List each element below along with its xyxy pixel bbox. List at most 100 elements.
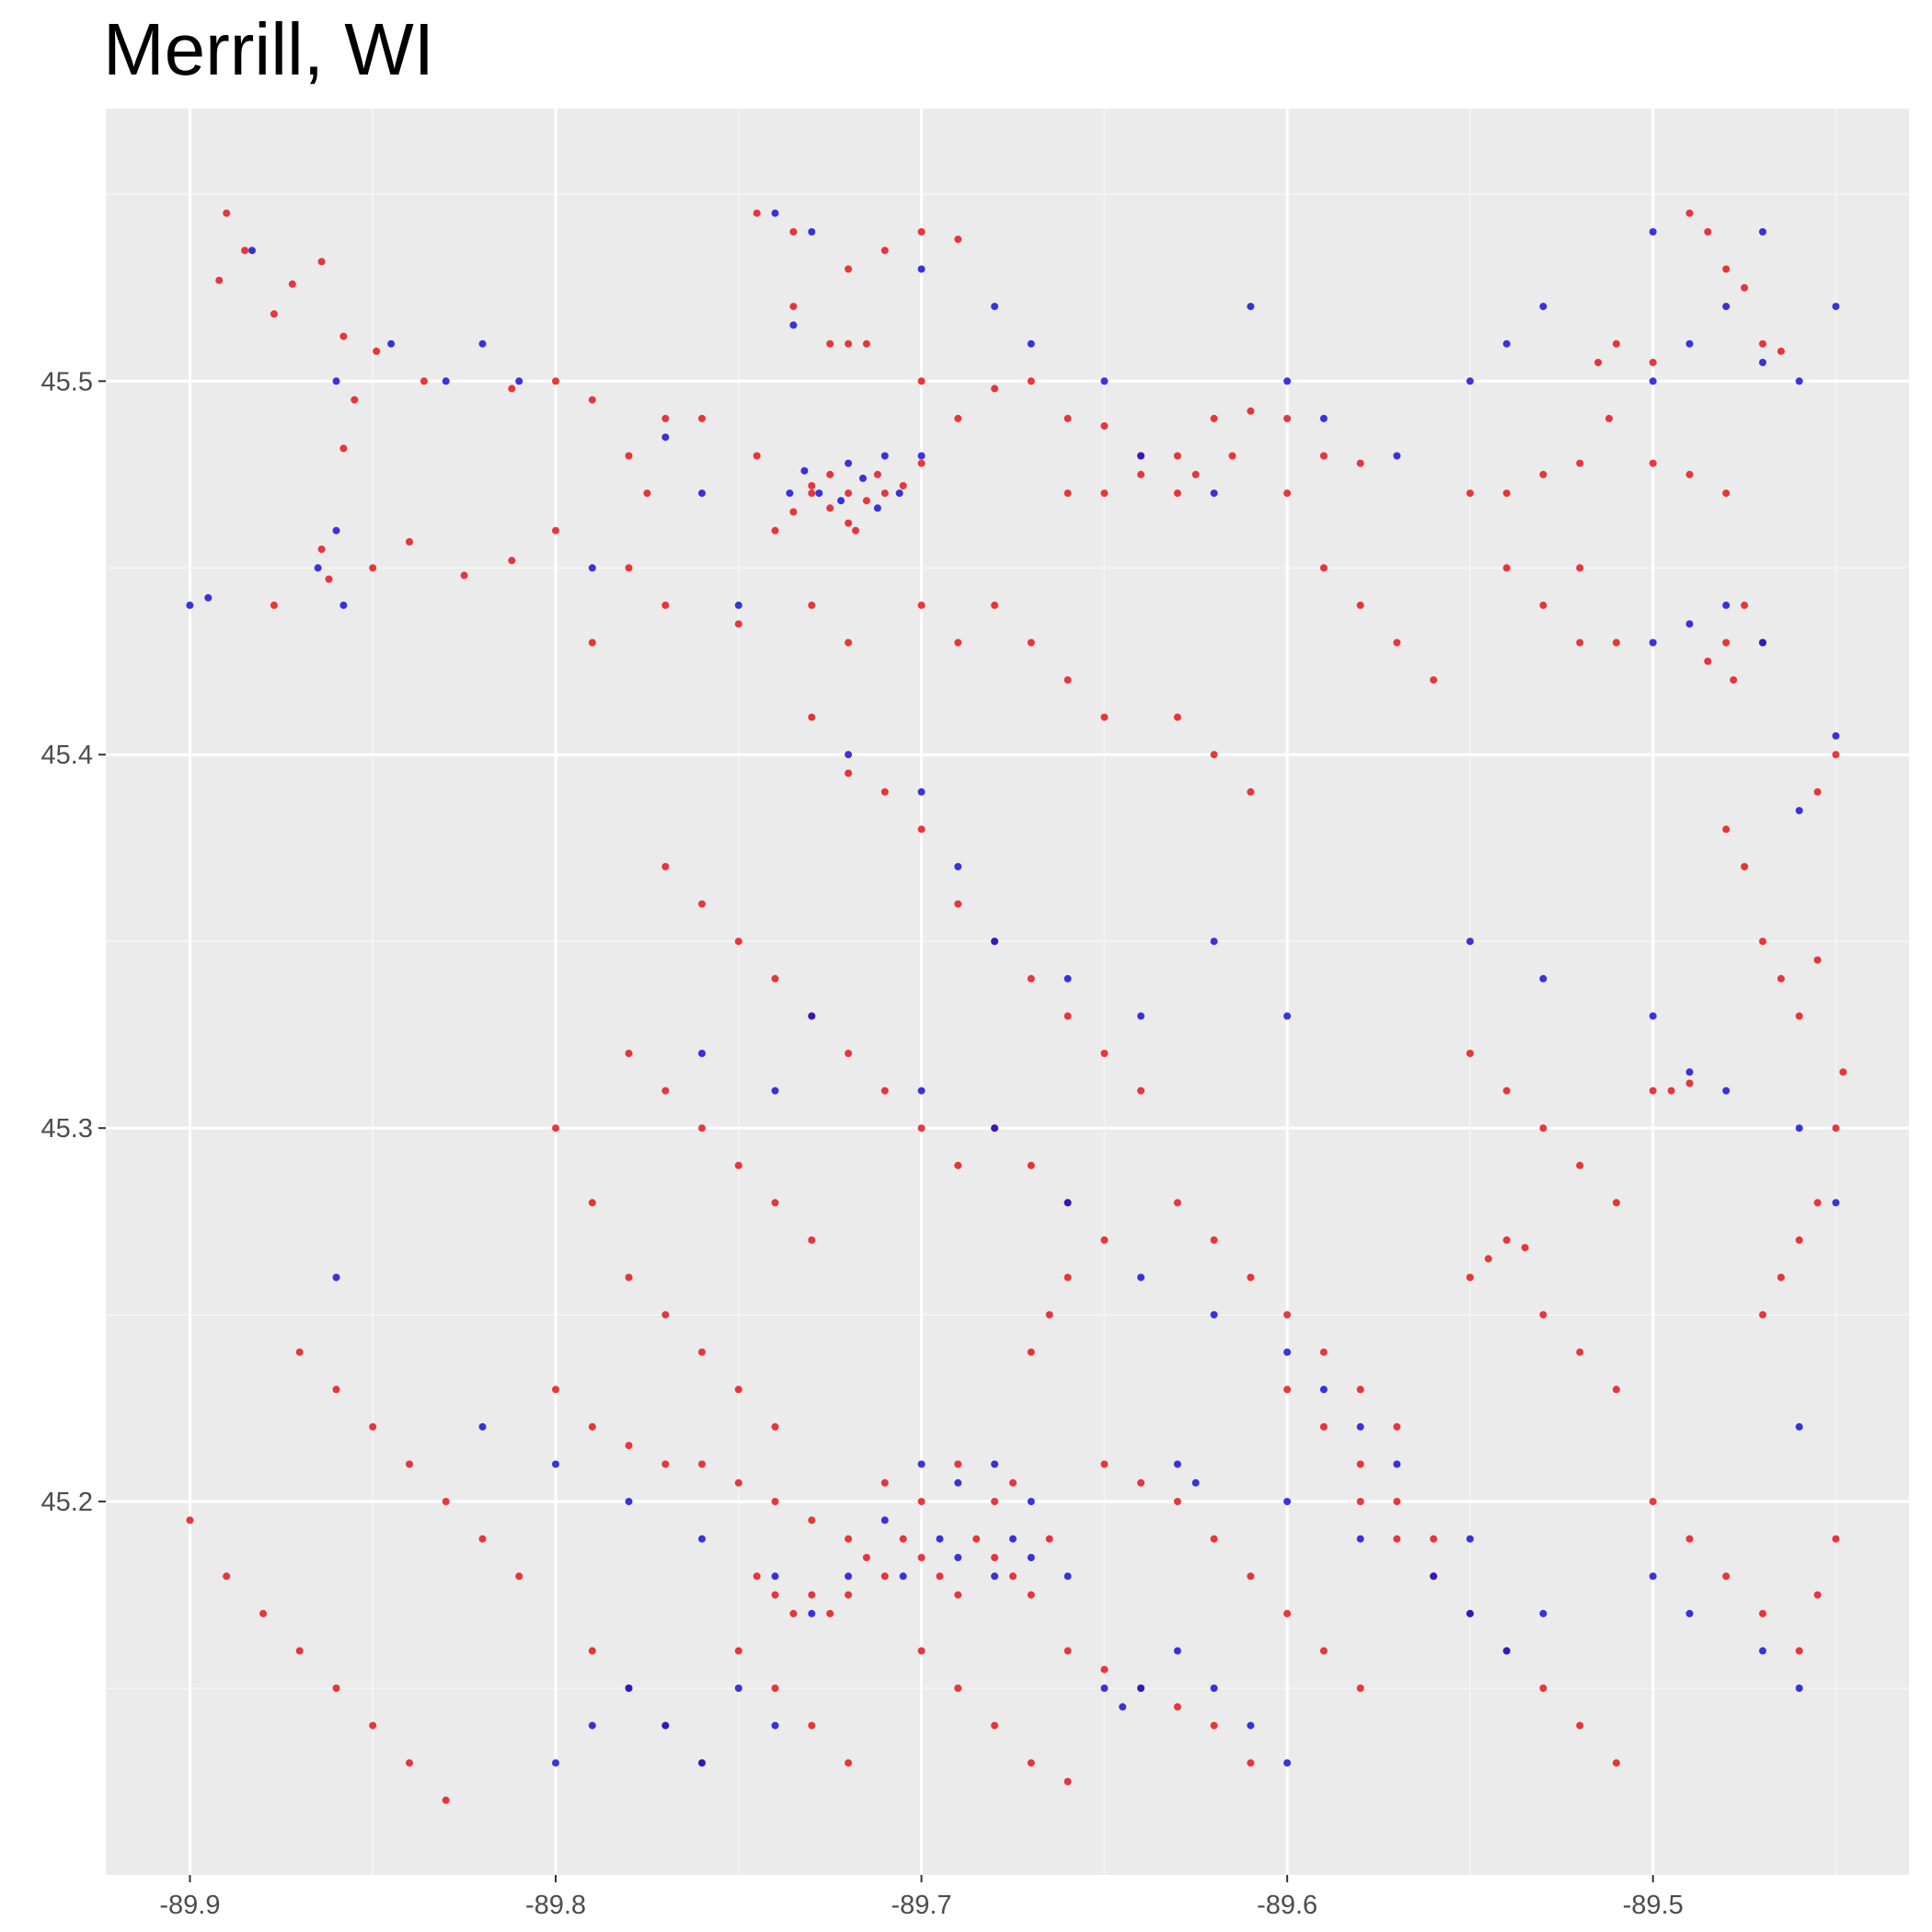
red-point: [588, 638, 596, 647]
red-point: [789, 508, 798, 516]
red-point: [954, 1685, 962, 1692]
red-point: [1539, 601, 1547, 609]
red-point: [698, 1124, 706, 1133]
blue-point: [1319, 1386, 1328, 1394]
red-point: [508, 385, 516, 393]
blue-point: [1795, 1124, 1803, 1133]
red-point: [954, 638, 962, 647]
red-point: [406, 1759, 413, 1767]
red-point: [1539, 470, 1547, 478]
red-point: [1045, 1311, 1053, 1319]
blue-point: [1283, 1498, 1292, 1506]
red-point: [1356, 1498, 1364, 1506]
red-point: [332, 1685, 340, 1692]
red-point: [1612, 1759, 1620, 1767]
red-point: [1247, 407, 1255, 415]
red-point: [1430, 1535, 1438, 1543]
red-point: [734, 937, 742, 946]
red-point: [625, 452, 633, 460]
red-point: [808, 1516, 816, 1524]
red-point: [899, 482, 907, 489]
red-point: [270, 601, 278, 609]
red-point: [698, 1460, 706, 1468]
red-point: [1100, 489, 1109, 498]
blue-point: [954, 1554, 962, 1561]
red-point: [1027, 1591, 1035, 1599]
red-point: [241, 247, 249, 255]
red-point: [1356, 459, 1364, 467]
blue-point: [734, 601, 742, 609]
red-point: [808, 713, 816, 721]
blue-point: [1795, 1422, 1803, 1431]
red-point: [917, 601, 926, 609]
red-point: [1283, 1386, 1292, 1394]
red-point: [1759, 339, 1766, 348]
data-points: [186, 209, 1847, 1804]
red-point: [1100, 422, 1109, 430]
red-point: [1210, 1236, 1218, 1244]
blue-point: [1649, 228, 1657, 236]
red-point: [954, 1591, 962, 1599]
red-point: [1521, 1244, 1529, 1252]
red-point: [1173, 1498, 1181, 1506]
blue-point: [771, 1721, 779, 1730]
red-point: [588, 1647, 596, 1655]
blue-point: [1795, 807, 1803, 815]
blue-point: [1649, 1572, 1657, 1581]
blue-point: [771, 1572, 779, 1581]
blue-point: [1795, 377, 1803, 385]
blue-point: [1064, 974, 1072, 983]
red-point: [954, 236, 962, 244]
blue-point: [339, 601, 348, 609]
y-tick-label: 45.5: [41, 367, 93, 397]
blue-point: [837, 497, 845, 505]
blue-point: [1137, 1012, 1145, 1020]
blue-point: [314, 564, 322, 572]
blue-point: [1649, 377, 1657, 385]
red-point: [552, 377, 559, 385]
red-point: [339, 332, 348, 340]
red-point: [406, 1460, 413, 1468]
red-point: [1173, 713, 1181, 721]
blue-point: [442, 377, 450, 385]
red-point: [1064, 489, 1072, 498]
red-point: [845, 265, 853, 273]
red-point: [1064, 1012, 1072, 1020]
blue-point: [873, 504, 881, 512]
blue-point: [815, 489, 823, 498]
red-point: [1319, 1348, 1328, 1356]
blue-point: [1722, 303, 1731, 311]
red-point: [1685, 1535, 1694, 1543]
red-point: [1009, 1478, 1017, 1487]
red-point: [625, 564, 633, 572]
blue-point: [1466, 1609, 1474, 1617]
blue-point: [895, 489, 903, 498]
blue-point: [1685, 1609, 1694, 1617]
red-point: [698, 1348, 706, 1356]
red-point: [1484, 1255, 1492, 1263]
red-point: [317, 546, 326, 553]
red-point: [1064, 1647, 1072, 1655]
red-point: [1283, 1609, 1292, 1617]
blue-point: [387, 339, 396, 348]
red-point: [1576, 1161, 1584, 1169]
blue-point: [478, 339, 487, 348]
red-point: [1100, 1460, 1109, 1468]
red-point: [845, 1591, 853, 1599]
red-point: [1210, 751, 1218, 759]
red-point: [1173, 1199, 1181, 1207]
red-point: [1210, 1535, 1218, 1543]
blue-point: [880, 1516, 889, 1524]
red-point: [789, 1609, 798, 1617]
red-point: [1247, 788, 1255, 796]
blue-point: [1722, 601, 1731, 609]
red-point: [661, 1311, 670, 1319]
blue-point: [808, 1609, 816, 1617]
red-point: [808, 1721, 816, 1730]
blue-point: [1466, 377, 1474, 385]
blue-point: [1283, 377, 1292, 385]
red-point: [1100, 1665, 1109, 1673]
red-point: [1759, 937, 1766, 946]
red-point: [771, 1498, 779, 1506]
